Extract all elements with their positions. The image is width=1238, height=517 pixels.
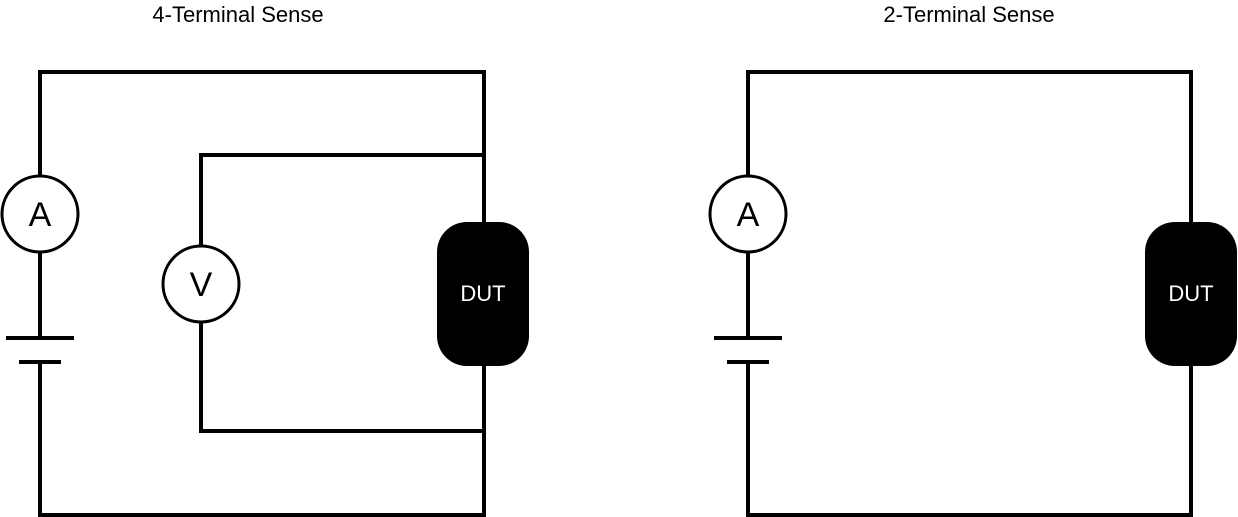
four-terminal-sense-top-wire <box>199 153 486 246</box>
four-terminal-voltmeter: V <box>161 244 241 324</box>
four-terminal-current-loop-wire <box>38 70 486 517</box>
dut-body <box>1145 222 1237 366</box>
ammeter-label: A <box>737 196 760 234</box>
ammeter-label: A <box>29 196 52 234</box>
two-terminal-battery <box>714 336 782 364</box>
voltmeter-circle <box>161 244 241 324</box>
four-terminal-title: 4-Terminal Sense <box>152 2 323 27</box>
dut-label: DUT <box>1168 281 1213 306</box>
dut-body <box>437 222 529 366</box>
two-terminal-title: 2-Terminal Sense <box>883 2 1054 27</box>
four-terminal-ammeter: A <box>0 174 80 254</box>
two-terminal-ammeter: A <box>708 174 788 254</box>
ammeter-circle <box>708 174 788 254</box>
four-terminal-dut: DUT <box>437 222 529 366</box>
dut-label: DUT <box>460 281 505 306</box>
two-terminal-current-loop-wire <box>746 70 1193 517</box>
four-terminal-diagram: 4-Terminal Sense A V DUT <box>0 2 529 517</box>
voltmeter-label: V <box>190 266 213 304</box>
two-terminal-diagram: 2-Terminal Sense A DUT <box>708 2 1237 517</box>
four-terminal-sense-bottom-wire <box>199 321 486 433</box>
four-terminal-battery <box>6 336 74 364</box>
two-terminal-dut: DUT <box>1145 222 1237 366</box>
ammeter-circle <box>0 174 80 254</box>
